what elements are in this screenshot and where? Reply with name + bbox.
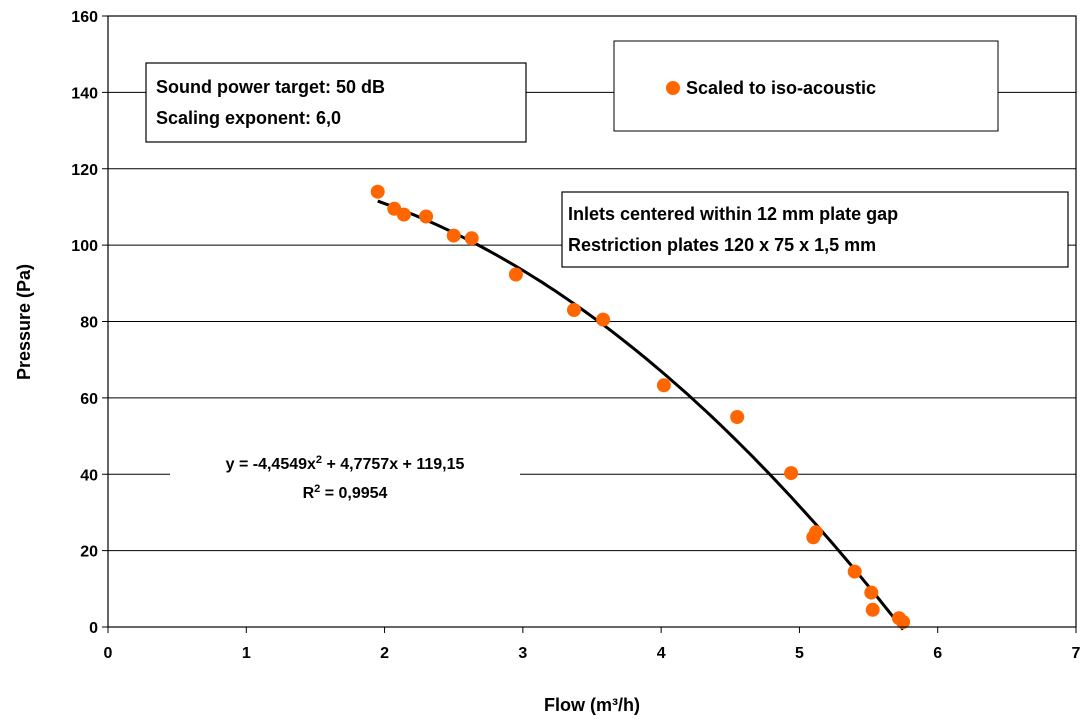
x-tick-label: 2 [380,645,389,662]
x-tick-label: 5 [795,645,804,662]
y-tick-label: 40 [80,467,98,484]
data-point [370,184,385,199]
y-tick-label: 140 [71,85,98,102]
x-tick-label: 6 [933,645,942,662]
x-tick-label: 0 [104,645,113,662]
setup-line-2: Restriction plates 120 x 75 x 1,5 mm [568,235,876,255]
target-line-2: Scaling exponent: 6,0 [156,108,341,128]
axis-ticks: 0 20 40 60 80 100 120 140 160 0 1 2 3 4 5 6 7 [71,9,1080,662]
data-point [847,564,862,579]
data-point [865,602,880,617]
y-tick-label: 0 [89,620,98,637]
target-annotation: Sound power target: 50 dB Scaling expone… [145,62,527,143]
data-point [464,231,479,246]
y-tick-label: 120 [71,162,98,179]
setup-line-1: Inlets centered within 12 mm plate gap [568,204,898,224]
data-point [730,410,745,424]
x-tick-label: 3 [518,645,527,662]
data-point [656,378,671,393]
data-point [508,267,523,282]
setup-annotation: Inlets centered within 12 mm plate gap R… [561,191,1069,268]
data-point [446,228,461,243]
data-point [864,585,879,600]
legend-label: Scaled to iso-acoustic [686,78,876,98]
y-axis-title: Pressure (Pa) [14,264,34,380]
y-tick-label: 100 [71,238,98,255]
target-line-1: Sound power target: 50 dB [156,77,385,97]
data-point [567,303,581,317]
data-point [596,312,611,327]
legend-marker [666,81,680,95]
data-point [809,525,823,540]
legend: Scaled to iso-acoustic [613,40,999,132]
x-axis-title: Flow (m³/h) [544,695,640,715]
y-tick-label: 160 [71,9,98,26]
x-tick-label: 1 [242,645,251,662]
x-tick-label: 7 [1072,645,1081,662]
data-point [896,615,911,629]
data-point [784,466,799,481]
y-tick-label: 20 [80,544,98,561]
data-points [370,184,911,629]
y-tick-label: 80 [80,315,98,332]
trendline-label: y = -4,4549x2 + 4,7757x + 119,15 R2 = 0,… [170,447,520,515]
data-point [419,209,434,224]
y-tick-label: 60 [80,391,98,408]
trendline-equation: y = -4,4549x2 + 4,7757x + 119,15 [226,454,465,473]
trendline-r-squared: R2 = 0,9954 [303,483,388,502]
data-point [396,207,411,222]
x-tick-label: 4 [657,645,666,662]
